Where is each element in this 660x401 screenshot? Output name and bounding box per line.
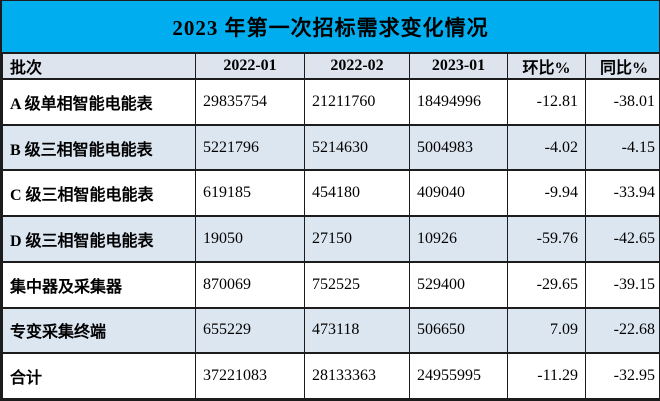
value-cell: 454180 — [304, 169, 410, 218]
table-row: 合计 37221083 28133363 24955995 -11.29 -32.95 — [2, 352, 659, 399]
value-cell: -39.15 — [585, 261, 659, 309]
value-cell: 7.09 — [507, 307, 586, 355]
table-title: 2023 年第一次招标需求变化情况 — [2, 1, 659, 52]
row-label-cell: C 级三相智能电能表 — [2, 169, 196, 218]
value-cell: 752525 — [304, 261, 410, 309]
value-cell: 619185 — [195, 169, 305, 218]
column-header: 2023-01 — [409, 52, 508, 80]
row-label-cell: D 级三相智能电能表 — [2, 215, 196, 263]
data-table: 批次 2022-01 2022-02 2023-01 环比% 同比% A 级单相智能电能表… — [2, 52, 659, 399]
value-cell: -29.65 — [507, 261, 586, 309]
value-cell: 37221083 — [195, 352, 305, 399]
table-row: A 级单相智能电能表 29835754 21211760 18494996 -12.81… — [2, 78, 659, 126]
row-label-cell: A 级单相智能电能表 — [2, 78, 196, 126]
table-row: B 级三相智能电能表 5221796 5214630 5004983 -4.02 -4.1… — [2, 124, 659, 172]
value-cell: 5214630 — [304, 124, 410, 172]
value-cell: -4.15 — [585, 124, 659, 172]
value-cell: -38.01 — [585, 78, 659, 126]
value-cell: 870069 — [195, 261, 305, 309]
value-cell: -9.94 — [507, 169, 586, 218]
table-row: 集中器及采集器 870069 752525 529400 -29.65 -39.15 — [2, 261, 659, 309]
value-cell: -59.76 — [507, 215, 586, 263]
value-cell: -32.95 — [585, 352, 659, 399]
row-label-cell: 集中器及采集器 — [2, 261, 196, 309]
value-cell: -12.81 — [507, 78, 586, 126]
value-cell: 473118 — [304, 307, 410, 355]
value-cell: 21211760 — [304, 78, 410, 126]
column-header: 批次 — [2, 52, 196, 80]
value-cell: -11.29 — [507, 352, 586, 399]
column-header: 同比% — [585, 52, 659, 80]
value-cell: 19050 — [195, 215, 305, 263]
value-cell: 29835754 — [195, 78, 305, 126]
table-row: C 级三相智能电能表 619185 454180 409040 -9.94 -33.94 — [2, 169, 659, 218]
value-cell: 655229 — [195, 307, 305, 355]
column-header: 2022-01 — [195, 52, 305, 80]
value-cell: 529400 — [409, 261, 508, 309]
value-cell: 24955995 — [409, 352, 508, 399]
value-cell: 5221796 — [195, 124, 305, 172]
value-cell: -42.65 — [585, 215, 659, 263]
row-label-cell: 专变采集终端 — [2, 307, 196, 355]
table-row: D 级三相智能电能表 19050 27150 10926 -59.76 -42.65 — [2, 215, 659, 263]
value-cell: 18494996 — [409, 78, 508, 126]
value-cell: 409040 — [409, 169, 508, 218]
value-cell: 28133363 — [304, 352, 410, 399]
table-body: A 级单相智能电能表 29835754 21211760 18494996 -12.81… — [2, 78, 659, 399]
header-row: 批次 2022-01 2022-02 2023-01 环比% 同比% — [2, 52, 659, 80]
column-header: 2022-02 — [304, 52, 410, 80]
value-cell: 506650 — [409, 307, 508, 355]
value-cell: 27150 — [304, 215, 410, 263]
value-cell: -33.94 — [585, 169, 659, 218]
column-header: 环比% — [507, 52, 586, 80]
table-row: 专变采集终端 655229 473118 506650 7.09 -22.68 — [2, 307, 659, 355]
value-cell: -22.68 — [585, 307, 659, 355]
value-cell: 5004983 — [409, 124, 508, 172]
value-cell: 10926 — [409, 215, 508, 263]
value-cell: -4.02 — [507, 124, 586, 172]
row-label-cell: B 级三相智能电能表 — [2, 124, 196, 172]
row-label-cell: 合计 — [2, 352, 196, 399]
